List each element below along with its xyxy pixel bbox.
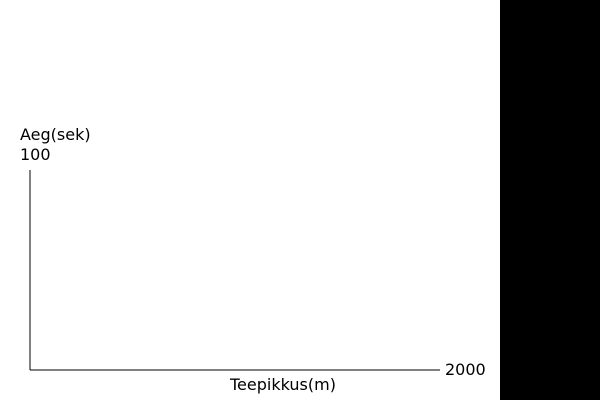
y-tick-label-max: 100: [20, 145, 51, 164]
x-tick-label-max: 2000: [445, 360, 486, 379]
y-axis-label: Aeg(sek): [20, 125, 91, 144]
plot-area: [29, 170, 440, 371]
side-panel: [500, 0, 600, 400]
x-axis-label: Teepikkus(m): [229, 375, 336, 394]
